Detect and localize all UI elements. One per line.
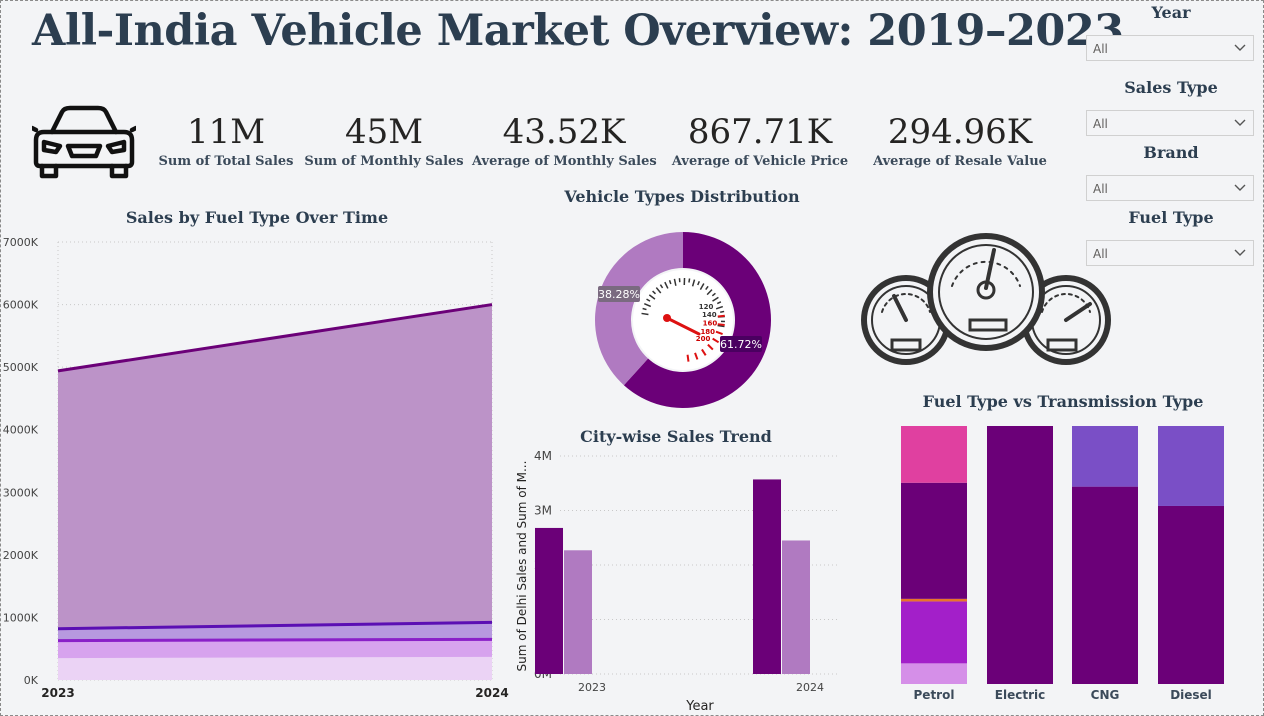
donut-chart-title: Vehicle Types Distribution <box>564 187 800 206</box>
stack-segment[interactable] <box>901 663 967 684</box>
y-axis-title: Sum of Delhi Sales and Sum of M... <box>515 461 529 672</box>
filter-sales-type-dropdown[interactable]: All <box>1086 110 1254 136</box>
y-tick-label: 3000K <box>3 486 39 499</box>
x-tick-label: Electric <box>995 688 1045 702</box>
kpi-value: 43.52K <box>502 112 626 152</box>
x-tick-label: 2023 <box>41 686 74 700</box>
x-tick-label: CNG <box>1091 688 1120 702</box>
x-tick-label: 2024 <box>475 686 508 700</box>
filter-year-value: All <box>1093 42 1108 56</box>
speedometer-cluster-icon <box>861 233 1111 365</box>
kpi-label: Average of Vehicle Price <box>671 154 849 169</box>
kpi-value: 867.71K <box>687 112 833 152</box>
city-bar-chart-title: City-wise Sales Trend <box>580 427 772 446</box>
stack-segment[interactable] <box>901 426 967 483</box>
stack-segment[interactable] <box>901 601 967 664</box>
stack-segment[interactable] <box>1072 486 1138 684</box>
stack-segment[interactable] <box>1158 426 1224 506</box>
filter-year-label: Year <box>1151 3 1191 22</box>
series-line <box>57 303 493 373</box>
y-tick-label: 1000K <box>3 611 39 624</box>
area-chart-title: Sales by Fuel Type Over Time <box>125 208 389 227</box>
stack-segment[interactable] <box>1158 505 1224 684</box>
y-tick-label: 7000K <box>3 236 39 249</box>
bar[interactable] <box>564 550 592 674</box>
x-tick-label: 2023 <box>578 681 606 694</box>
kpi-total-sales: 11M Sum of Total Sales <box>156 112 296 169</box>
y-tick-label: 5000K <box>3 361 39 374</box>
fuel-type-area-chart[interactable]: 0K 1000K 2000K 3000K 4000K 5000K 6000K 7000K 202… <box>0 230 510 710</box>
filter-brand-label: Brand <box>1143 143 1199 162</box>
chevron-down-icon <box>1234 119 1246 126</box>
donut-slice[interactable] <box>595 232 683 386</box>
chevron-down-icon <box>1234 249 1246 256</box>
y-tick-label: 3M <box>534 504 552 518</box>
stack-segment[interactable] <box>901 598 967 602</box>
kpi-avg-vehicle-price: 867.71K Average of Vehicle Price <box>668 112 852 169</box>
y-tick-label: 2000K <box>3 549 39 562</box>
stacked-bar-chart-title: Fuel Type vs Transmission Type <box>922 392 1204 411</box>
series-line <box>57 637 493 643</box>
x-tick-label: Diesel <box>1170 688 1212 702</box>
x-tick-label: 2024 <box>796 681 824 694</box>
speedo-mark: 140 <box>702 311 717 319</box>
stack-segment[interactable] <box>987 426 1053 684</box>
filter-brand-value: All <box>1093 182 1108 196</box>
bar[interactable] <box>782 540 810 674</box>
stack-segment[interactable] <box>901 482 967 599</box>
bar[interactable] <box>535 527 563 674</box>
kpi-value: 45M <box>344 112 424 152</box>
slice-label-bg <box>598 286 640 302</box>
filter-fuel-type-value: All <box>1093 247 1108 261</box>
kpi-avg-monthly-sales: 43.52K Average of Monthly Sales <box>472 112 657 169</box>
stack-segment[interactable] <box>1072 426 1138 487</box>
kpi-label: Average of Monthly Sales <box>472 154 657 169</box>
kpi-label: Average of Resale Value <box>873 154 1047 169</box>
kpi-value: 294.96K <box>887 112 1033 152</box>
y-tick-label: 0K <box>24 674 39 687</box>
chevron-down-icon <box>1234 44 1246 51</box>
area-series[interactable] <box>58 304 492 680</box>
y-tick-label: 4M <box>534 449 552 463</box>
donut-slice[interactable] <box>623 232 771 408</box>
speedo-mark: 120 <box>699 303 714 311</box>
page-title: All-India Vehicle Market Overview: 2019–… <box>32 6 1124 56</box>
series-line <box>57 620 493 631</box>
kpi-label: Sum of Total Sales <box>158 154 294 169</box>
filter-sales-type-value: All <box>1093 117 1108 131</box>
speedo-mark: 180 <box>700 328 715 336</box>
filter-fuel-type-dropdown[interactable]: All <box>1086 240 1254 266</box>
car-front-icon <box>32 105 136 179</box>
slice-label: 61.72% <box>720 338 762 351</box>
area-series[interactable] <box>58 656 492 680</box>
y-tick-label: 4000K <box>3 424 39 437</box>
kpi-monthly-sales: 45M Sum of Monthly Sales <box>302 112 466 169</box>
filter-brand-dropdown[interactable]: All <box>1086 175 1254 201</box>
kpi-avg-resale-value: 294.96K Average of Resale Value <box>866 112 1054 169</box>
filter-sales-type-label: Sales Type <box>1124 78 1218 97</box>
speedo-mark: 200 <box>696 335 711 343</box>
filter-year-dropdown[interactable]: All <box>1086 35 1254 61</box>
slice-label-bg <box>720 336 762 352</box>
bar[interactable] <box>753 479 781 674</box>
city-sales-bar-chart[interactable]: 0M1M2M3M4M20232024YearSum of Delhi Sales… <box>510 446 850 714</box>
chevron-down-icon <box>1234 184 1246 191</box>
fuel-transmission-stacked-chart[interactable]: Petrol Electric CNG Diesel <box>890 416 1236 712</box>
y-tick-label: 6000K <box>3 299 39 312</box>
x-tick-label: Petrol <box>914 688 955 702</box>
filter-fuel-type-label: Fuel Type <box>1128 208 1214 227</box>
kpi-value: 11M <box>186 112 266 152</box>
speedo-mark: 160 <box>703 319 718 327</box>
x-axis-title: Year <box>685 699 714 714</box>
slice-label: 38.28% <box>598 288 640 301</box>
kpi-label: Sum of Monthly Sales <box>304 154 464 169</box>
